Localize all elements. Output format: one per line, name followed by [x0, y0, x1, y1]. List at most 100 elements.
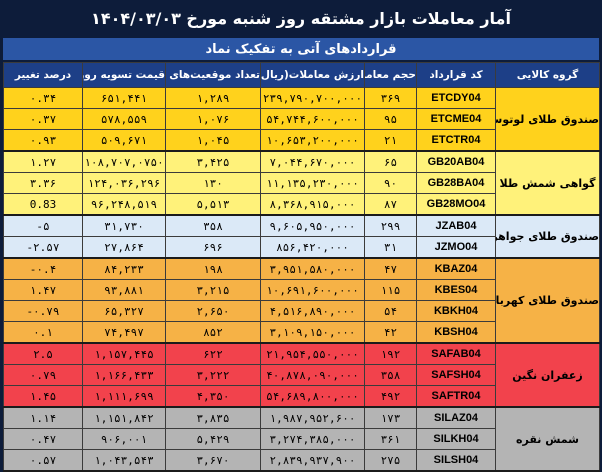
open-interest-cell: ۱,۰۴۵ — [165, 129, 261, 152]
contract-code-cell: SAFAB04 — [416, 342, 496, 365]
trade-volume-cell: ۳۱ — [364, 236, 417, 259]
change-cell: ۰.۳۷ — [3, 108, 83, 130]
settlement-price-cell: ۸۴,۲۳۳ — [82, 257, 166, 280]
trade-volume-cell: ۵۴ — [364, 300, 417, 322]
settlement-price-cell: ۱۲۴,۰۳۶,۲۹۶ — [82, 172, 166, 194]
open-interest-cell: ۴,۳۵۰ — [165, 385, 261, 408]
open-interest-cell: ۶۲۲ — [165, 342, 261, 365]
contract-code-cell: JZMO04 — [416, 236, 496, 259]
trade-volume-cell: ۳۶۱ — [364, 428, 417, 450]
settlement-price-cell: ۱,۱۱۱,۶۹۹ — [82, 385, 166, 408]
change-cell: -۲.۵۷ — [3, 236, 83, 259]
trade-volume-cell: ۴۹۲ — [364, 385, 417, 408]
open-interest-cell: ۳,۴۲۵ — [165, 150, 261, 173]
change-cell: ۲.۵ — [3, 342, 83, 365]
header-contract-code: کد قرارداد — [416, 62, 496, 88]
table-row: -۲.۵۷ ۲۷,۸۶۴ ۶۹۶ ۸۵۶,۴۲۰,۰۰۰ ۳۱ JZMO04 — [3, 236, 600, 259]
change-cell: ۰.۵۷ — [3, 449, 83, 472]
contract-code-cell: SILKH04 — [416, 428, 496, 450]
change-cell: ۱.۱۴ — [3, 406, 83, 429]
open-interest-cell: ۳۵۸ — [165, 214, 261, 237]
open-interest-cell: ۵,۴۲۹ — [165, 428, 261, 450]
commodity-group-cell: صندوق طلای لوتوس — [495, 87, 600, 152]
change-cell: ۳.۳۶ — [3, 172, 83, 194]
contract-code-cell: SAFSH04 — [416, 364, 496, 386]
trade-volume-cell: ۱۹۲ — [364, 342, 417, 365]
trade-value-cell: ۱۰,۶۵۳,۲۰۰,۰۰۰ — [260, 129, 365, 152]
trade-value-cell: ۲,۸۳۹,۹۳۷,۹۰۰ — [260, 449, 365, 472]
settlement-price-cell: ۶۵,۳۲۷ — [82, 300, 166, 322]
futures-table: درصد تغییر قیمت تسویه روزانه(ریال) تعداد… — [3, 62, 600, 472]
header-commodity-group: گروه کالایی — [495, 62, 600, 88]
trade-value-cell: ۸۵۶,۴۲۰,۰۰۰ — [260, 236, 365, 259]
contract-code-cell: ETCDY04 — [416, 87, 496, 109]
trade-value-cell: ۹,۶۰۵,۹۵۰,۰۰۰ — [260, 214, 365, 237]
change-cell: -۰.۴ — [3, 257, 83, 280]
trade-value-cell: ۳,۹۵۱,۵۸۰,۰۰۰ — [260, 257, 365, 280]
contract-code-cell: GB28MO04 — [416, 193, 496, 216]
open-interest-cell: ۱۳۰ — [165, 172, 261, 194]
trade-value-cell: ۴۰,۸۷۸,۰۹۰,۰۰۰ — [260, 364, 365, 386]
table-row: ۰.۹۳ ۵۰۹,۶۷۱ ۱,۰۴۵ ۱۰,۶۵۳,۲۰۰,۰۰۰ ۲۱ ETCTR04 — [3, 129, 600, 152]
header-row: درصد تغییر قیمت تسویه روزانه(ریال) تعداد… — [3, 62, 600, 88]
open-interest-cell: ۱۹۸ — [165, 257, 261, 280]
trade-volume-cell: ۳۶۹ — [364, 87, 417, 109]
change-cell: -۰.۷۹ — [3, 300, 83, 322]
settlement-price-cell: ۹۶,۲۴۸,۵۱۹ — [82, 193, 166, 216]
trade-volume-cell: ۲۹۹ — [364, 214, 417, 237]
change-cell: ۰.۷۹ — [3, 364, 83, 386]
trade-value-cell: ۲۳۹,۷۹۰,۷۰۰,۰۰۰ — [260, 87, 365, 109]
table-row: ۰.۱ ۷۴,۴۹۷ ۸۵۲ ۳,۱۰۹,۱۵۰,۰۰۰ ۴۲ KBSH04 — [3, 321, 600, 344]
change-cell: ۰.۳۴ — [3, 87, 83, 109]
contract-code-cell: ETCME04 — [416, 108, 496, 130]
contract-code-cell: GB20AB04 — [416, 150, 496, 173]
header-settlement-price: قیمت تسویه روزانه(ریال) — [82, 62, 166, 88]
table-row: ۱.۴۷ ۹۳,۸۸۱ ۳,۲۱۵ ۱۰,۶۹۱,۶۰۰,۰۰۰ ۱۱۵ KBES04 — [3, 279, 600, 301]
trade-volume-cell: ۳۵۸ — [364, 364, 417, 386]
settlement-price-cell: ۵۷۸,۵۵۹ — [82, 108, 166, 130]
trade-volume-cell: ۴۲ — [364, 321, 417, 344]
table-row: -۰.۷۹ ۶۵,۳۲۷ ۲,۶۵۰ ۴,۵۱۶,۸۹۰,۰۰۰ ۵۴ KBKH04 — [3, 300, 600, 322]
open-interest-cell: ۵,۵۱۳ — [165, 193, 261, 216]
trade-value-cell: ۱۱,۱۳۵,۲۳۰,۰۰۰ — [260, 172, 365, 194]
table-row: ۰.۴۷ ۹۰۶,۰۰۱ ۵,۴۲۹ ۳,۲۷۴,۳۸۵,۰۰۰ ۳۶۱ SILKH04 — [3, 428, 600, 450]
trade-volume-cell: ۹۰ — [364, 172, 417, 194]
page-title: آمار معاملات بازار مشتقه روز شنبه مورخ ۱… — [91, 8, 511, 28]
change-cell: -۵ — [3, 214, 83, 237]
header-trade-value: ارزش معاملات(ریال) — [260, 62, 365, 88]
settlement-price-cell: ۳۱,۷۳۰ — [82, 214, 166, 237]
change-cell: 0.83 — [3, 193, 83, 216]
contract-code-cell: KBAZ04 — [416, 257, 496, 280]
open-interest-cell: ۶۹۶ — [165, 236, 261, 259]
settlement-price-cell: ۱۰۸,۷۰۷,۰۷۵۰ — [82, 150, 166, 173]
commodity-group-cell: صندوق طلای جواهر — [495, 214, 600, 259]
settlement-price-cell: ۱,۰۴۳,۵۴۳ — [82, 449, 166, 472]
table-row: ۰.۳۷ ۵۷۸,۵۵۹ ۱,۰۷۶ ۵۴,۷۴۴,۶۰۰,۰۰۰ ۹۵ ETCME04 — [3, 108, 600, 130]
table-row: ۱.۱۴ ۱,۱۵۱,۸۴۲ ۳,۸۳۵ ۱,۹۸۷,۹۵۲,۶۰۰ ۱۷۳ SILAZ0… — [3, 406, 600, 472]
contract-code-cell: KBSH04 — [416, 321, 496, 344]
commodity-group-cell: شمش نقره — [495, 406, 600, 472]
commodity-group-cell: گواهی شمش طلا — [495, 150, 600, 216]
contract-code-cell: KBES04 — [416, 279, 496, 301]
change-cell: ۰.۴۷ — [3, 428, 83, 450]
contract-code-cell: KBKH04 — [416, 300, 496, 322]
trade-volume-cell: ۲۱ — [364, 129, 417, 152]
settlement-price-cell: ۱,۱۵۱,۸۴۲ — [82, 406, 166, 429]
header-open-interest: تعداد موقعیت‌های باز — [165, 62, 261, 88]
table-subtitle: قراردادهای آتی به تفکیک نماد — [3, 38, 599, 60]
table-row: -۵ ۳۱,۷۳۰ ۳۵۸ ۹,۶۰۵,۹۵۰,۰۰۰ ۲۹۹ JZAB04 صندوق ط… — [3, 214, 600, 259]
table-row: ۳.۳۶ ۱۲۴,۰۳۶,۲۹۶ ۱۳۰ ۱۱,۱۳۵,۲۳۰,۰۰۰ ۹۰ GB28BA… — [3, 172, 600, 194]
open-interest-cell: ۳,۶۷۰ — [165, 449, 261, 472]
change-cell: ۱.۴۵ — [3, 385, 83, 408]
change-cell: ۰.۱ — [3, 321, 83, 344]
open-interest-cell: ۲,۶۵۰ — [165, 300, 261, 322]
open-interest-cell: ۱,۰۷۶ — [165, 108, 261, 130]
trade-volume-cell: ۲۷۵ — [364, 449, 417, 472]
contract-code-cell: ETCTR04 — [416, 129, 496, 152]
table-row: ۰.۳۴ ۶۵۱,۴۴۱ ۱,۲۸۹ ۲۳۹,۷۹۰,۷۰۰,۰۰۰ ۳۶۹ ETCDY0… — [3, 87, 600, 152]
table-row: 0.83 ۹۶,۲۴۸,۵۱۹ ۵,۵۱۳ ۸,۳۶۸,۹۱۵,۰۰۰ ۸۷ GB28MO… — [3, 193, 600, 216]
contract-code-cell: GB28BA04 — [416, 172, 496, 194]
table-row: ۱.۲۷ ۱۰۸,۷۰۷,۰۷۵۰ ۳,۴۲۵ ۷,۰۴۴,۶۷۰,۰۰۰ ۶۵ GB20… — [3, 150, 600, 216]
trade-value-cell: ۵۴,۷۴۴,۶۰۰,۰۰۰ — [260, 108, 365, 130]
